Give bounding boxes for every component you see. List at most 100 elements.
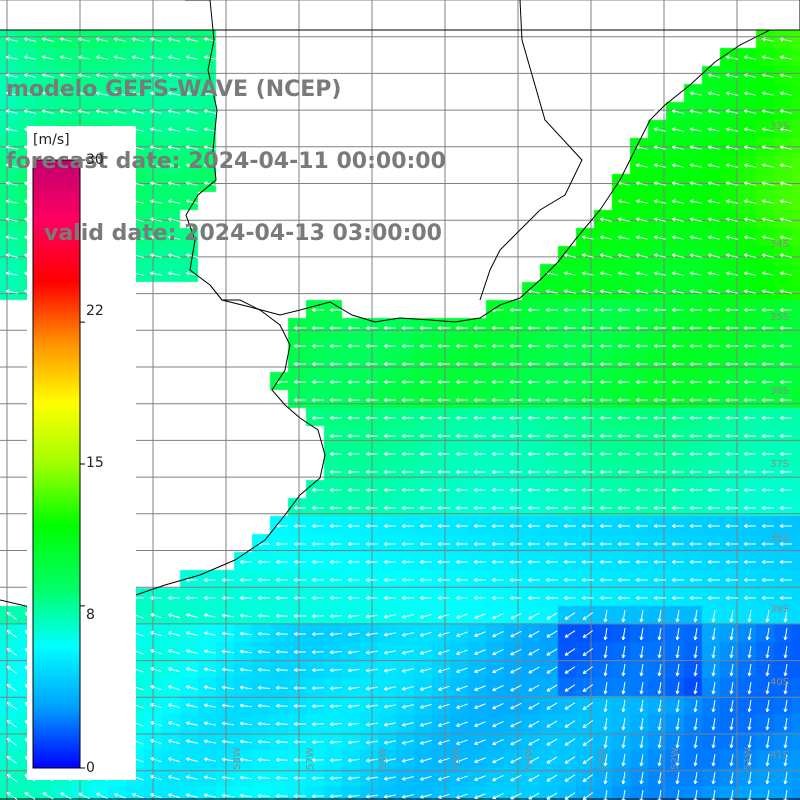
wind-arrow [528,612,540,620]
wind-arrow [779,595,792,601]
wind-arrow [437,775,450,781]
wind-arrow [149,235,162,240]
wind-arrow [275,685,289,690]
wind-arrow [437,505,450,511]
wind-arrow [6,756,18,764]
wind-arrow [509,325,522,331]
wind-arrow [149,199,162,204]
wind-arrow [599,577,612,583]
wind-arrow [582,648,594,656]
wind-arrow [779,199,792,204]
wind-arrow [527,397,540,403]
wind-arrow [546,774,558,782]
wind-arrow [6,666,18,674]
wind-arrow [149,739,162,745]
wind-arrow [365,740,379,745]
wind-arrow [257,667,271,672]
wind-arrow [707,451,720,457]
lat-label-41s: 41S [770,750,790,761]
wind-arrow [779,397,792,403]
wind-arrow [293,577,306,583]
wind-arrow [5,199,18,204]
wind-arrow [491,523,504,529]
wind-arrow [6,702,18,710]
wind-arrow [743,559,756,565]
wind-arrow [492,739,504,746]
wind-arrow [311,758,325,763]
wind-arrow [474,685,486,692]
wind-arrow [779,361,792,367]
wind-arrow [725,289,738,294]
wind-arrow [725,451,738,457]
wind-arrow [779,433,792,439]
wind-arrow [383,650,396,655]
wind-arrow [419,793,432,799]
wind-arrow [563,343,576,349]
wind-arrow [617,217,630,222]
wind-arrow [455,775,468,781]
wind-arrow [603,753,608,767]
wind-arrow [383,776,396,781]
wind-arrow [401,776,414,781]
wind-arrow [149,757,162,763]
wind-arrow [275,649,289,654]
wind-arrow [743,253,756,258]
wind-arrow [564,630,576,638]
wind-arrow [221,739,235,744]
wind-arrow [113,73,126,78]
wind-arrow [747,627,752,641]
wind-arrow [167,235,180,240]
wind-arrow [725,307,738,313]
wind-arrow [5,109,18,114]
wind-arrow [419,739,432,745]
lon-label-53w: 53W [597,747,608,770]
wind-arrow [347,577,360,583]
wind-arrow [473,451,486,457]
wind-arrow [365,758,379,763]
wind-arrow [617,433,630,439]
wind-arrow [779,271,792,276]
wind-arrow [6,684,18,692]
wind-arrow [527,487,540,493]
wind-arrow [329,487,342,493]
wind-arrow [78,792,90,800]
wind-arrow [455,649,468,655]
wind-arrow [347,559,360,565]
wind-arrow [347,523,360,529]
wind-arrow [185,667,198,672]
wind-arrow [455,505,468,511]
wind-arrow [401,541,414,547]
wind-arrow [221,649,235,654]
wind-arrow [401,451,414,457]
wind-arrow [59,55,72,60]
wind-arrow [729,645,734,659]
wind-arrow [437,595,450,601]
wind-arrow [779,73,792,78]
wind-arrow [510,702,522,710]
wind-arrow [689,505,702,511]
wind-arrow [707,289,720,294]
wind-arrow [711,663,716,677]
wind-arrow [563,307,576,313]
wind-arrow [293,793,306,799]
wind-arrow [239,649,253,654]
wind-arrow [167,91,180,96]
wind-arrow [779,127,792,132]
wind-arrow [257,757,271,762]
wind-arrow [761,487,774,493]
wind-arrow [783,681,788,695]
wind-arrow [347,722,361,727]
wind-arrow [761,379,774,385]
wind-arrow [167,109,180,114]
wind-arrow [365,505,378,511]
wind-arrow [311,379,324,385]
wind-arrow [635,523,648,529]
wind-arrow [743,595,756,601]
wind-arrow [419,667,432,673]
wind-arrow [510,774,522,782]
wind-arrow [563,523,576,529]
wind-arrow [581,451,594,457]
border-line [479,0,583,301]
wind-arrow [599,487,612,493]
wind-arrow [671,109,684,114]
